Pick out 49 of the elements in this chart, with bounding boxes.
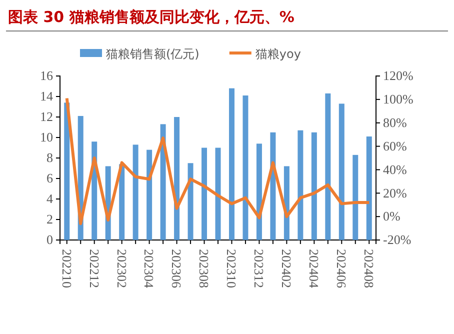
bar [64,102,70,240]
bar [228,88,234,240]
y2-tick-label: 20% [383,185,407,200]
y2-tick-label: 100% [383,92,414,107]
x-tick-label: 202304 [142,249,157,288]
bar [256,144,262,240]
bar [366,136,372,240]
bar [352,154,358,240]
bar [242,95,248,240]
bar [311,132,317,240]
y-tick-label: 12 [40,109,53,124]
y-tick-label: 14 [40,88,54,104]
y2-tick-label: 120% [383,68,414,84]
bar [202,148,208,240]
y2-tick-label: 80% [383,115,407,130]
x-tick-label: 202404 [306,249,322,288]
y-tick-label: 6 [46,170,54,186]
bar [325,93,331,240]
x-tick-label: 202312 [252,249,267,288]
y-tick-label: 16 [40,68,54,84]
y-tick-label: 4 [46,191,54,206]
bar [338,104,344,240]
legend-label: 猫粮yoy [255,47,301,61]
y-tick-label: 8 [46,150,53,166]
x-tick-label: 202302 [114,249,130,288]
bar [188,163,194,240]
chart-title: 图表 30 猫粮销售额及同比变化，亿元、% [8,8,294,26]
y2-tick-label: 0% [383,208,400,224]
x-tick-label: 202308 [196,249,212,288]
y2-tick-label: 60% [383,138,407,154]
legend-label: 猫粮销售额(亿元) [106,47,200,61]
y-tick-label: 2 [46,212,53,227]
line-series [65,96,371,226]
x-tick-label: 202212 [86,249,102,288]
y2-tick-label: -20% [383,232,412,248]
x-tick-label: 202210 [59,249,74,288]
x-tick-label: 202408 [362,249,377,288]
bar [298,130,304,240]
bar [119,164,125,240]
y-tick-label: 0 [46,232,53,248]
y2-tick-label: 40% [383,162,407,177]
bar [174,117,180,240]
y-tick-label: 10 [40,130,53,145]
bar [132,144,138,240]
x-tick-label: 202406 [334,249,350,288]
x-tick-label: 202306 [169,249,184,288]
x-tick-label: 202402 [279,249,294,288]
x-tick-label: 202310 [224,249,240,288]
bar [146,150,152,240]
